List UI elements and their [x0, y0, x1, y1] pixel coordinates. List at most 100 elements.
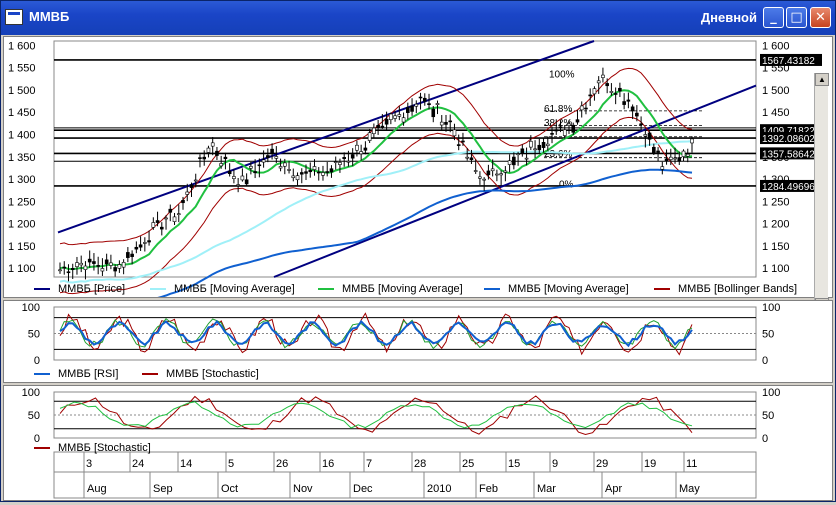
vertical-scrollbar[interactable]: ▲ ▼ [814, 73, 829, 311]
legend-bollinger: ММВБ [Bollinger Bands] [654, 283, 797, 295]
candle-body [524, 157, 529, 160]
candle-body [232, 176, 236, 179]
candle-body [66, 271, 71, 274]
window-icon [5, 9, 23, 25]
candle-body [431, 108, 436, 118]
candle-body [92, 261, 96, 264]
candle-body [96, 265, 100, 267]
candle-body [529, 140, 533, 148]
candle-body [490, 168, 495, 172]
price-tick-left: 1 200 [8, 219, 36, 231]
day-label: 28 [414, 458, 426, 470]
legend-stochastic: ММВБ [Stochastic] [34, 442, 151, 454]
legend-price: ММВБ [Price] [34, 283, 125, 295]
candle-body [618, 87, 622, 92]
candle-body [469, 157, 474, 160]
minimize-button[interactable]: _ [763, 7, 784, 28]
candle-body [189, 184, 194, 188]
legend-label: ММВБ [Stochastic] [58, 442, 151, 454]
level-label-box [760, 53, 822, 66]
price-tick-left: 1 300 [8, 174, 36, 186]
candle-body [520, 148, 525, 154]
candle-body [562, 129, 567, 136]
candle-body [295, 175, 300, 181]
month-label: Apr [605, 483, 622, 495]
legend-swatch [654, 288, 670, 291]
candle-body [516, 153, 520, 156]
price-tick-left: 1 600 [8, 40, 36, 52]
price-tick-left: 1 150 [8, 241, 36, 253]
candle-body [151, 222, 156, 228]
price-tick-right: 1 150 [762, 241, 790, 253]
candle-body [567, 123, 571, 126]
candle-body [278, 166, 283, 169]
rsi-pane[interactable]: 100 100 50 50 0 0 ММВБ [RSI] ММВБ [Stochastic… [3, 300, 833, 383]
candle-body [113, 267, 117, 272]
candle-body [537, 144, 542, 151]
month-label: Dec [353, 483, 373, 495]
month-label: Aug [87, 483, 107, 495]
candle-body [321, 172, 325, 176]
stoch-tick-left: 0 [34, 433, 40, 445]
legend-swatch [34, 288, 50, 291]
stochastic-pane[interactable]: 100 100 50 50 0 0 3 24 14 5 26 16 7 28 25 15 9 29 19 11 Aug S… [3, 385, 833, 501]
candle-body [626, 99, 631, 102]
title-bar[interactable]: ММВБ Дневной _ □ ✕ [1, 1, 835, 35]
price-tick-left: 1 550 [8, 63, 36, 75]
candle-body [397, 114, 402, 117]
price-pane[interactable]: 1 600 1 600 1 550 1 550 1 500 1 500 1 450 1 450… [3, 36, 833, 311]
candle-body [215, 150, 219, 156]
candle-body [656, 150, 660, 153]
candle-body [181, 200, 185, 204]
candle-body [270, 148, 274, 154]
stoch-tick-right: 0 [762, 433, 768, 445]
candle-body [147, 240, 151, 243]
candle-body [198, 157, 202, 159]
level-label: 1567.43182 [762, 56, 815, 67]
candle-body [299, 172, 304, 175]
price-tick-left: 1 500 [8, 85, 36, 97]
level-label: 1392.08602 [762, 134, 815, 145]
price-tick-left: 1 400 [8, 130, 36, 142]
price-tick-right: 1 250 [762, 196, 790, 208]
stochastic-chart[interactable]: 100 100 50 50 0 0 3 24 14 5 26 16 7 28 25 15 9 29 19 11 Aug S… [4, 386, 832, 500]
stochastic-slow-line [59, 395, 693, 436]
legend-rsi: ММВБ [RSI] [34, 368, 118, 380]
month-label: Feb [479, 483, 498, 495]
candle-body [643, 134, 648, 137]
candle-body [410, 105, 414, 112]
candle-body [261, 159, 266, 163]
maximize-button[interactable]: □ [786, 7, 807, 28]
fibo-label: 38.2% [544, 118, 572, 129]
day-label: 24 [132, 458, 144, 470]
scroll-up-arrow[interactable]: ▲ [815, 73, 829, 86]
candle-body [652, 146, 656, 154]
candle-body [58, 269, 62, 272]
candle-body [596, 80, 601, 84]
candle-body [291, 175, 296, 178]
period-label: Дневной [700, 10, 757, 25]
close-button[interactable]: ✕ [810, 7, 831, 28]
candle-body [287, 169, 291, 171]
candle-body [143, 242, 147, 244]
candle-body [70, 268, 75, 270]
candle-body [384, 118, 389, 125]
legend-label: ММВБ [Moving Average] [508, 283, 629, 295]
legend-swatch [484, 288, 500, 291]
candle-body [159, 226, 164, 230]
candle-body [355, 144, 359, 151]
candle-body [579, 105, 584, 111]
candle-body [571, 124, 576, 133]
rsi-chart[interactable]: 100 100 50 50 0 0 [4, 301, 832, 382]
candle-body [622, 101, 626, 105]
rsi-tick-left: 0 [34, 355, 40, 367]
candle-body [435, 103, 440, 105]
legend-stoch: ММВБ [Stochastic] [142, 368, 259, 380]
candle-body [109, 262, 113, 266]
candle-body [444, 122, 448, 125]
candle-body [249, 166, 253, 169]
window-title: ММВБ [29, 9, 70, 24]
level-label-box [760, 147, 822, 160]
